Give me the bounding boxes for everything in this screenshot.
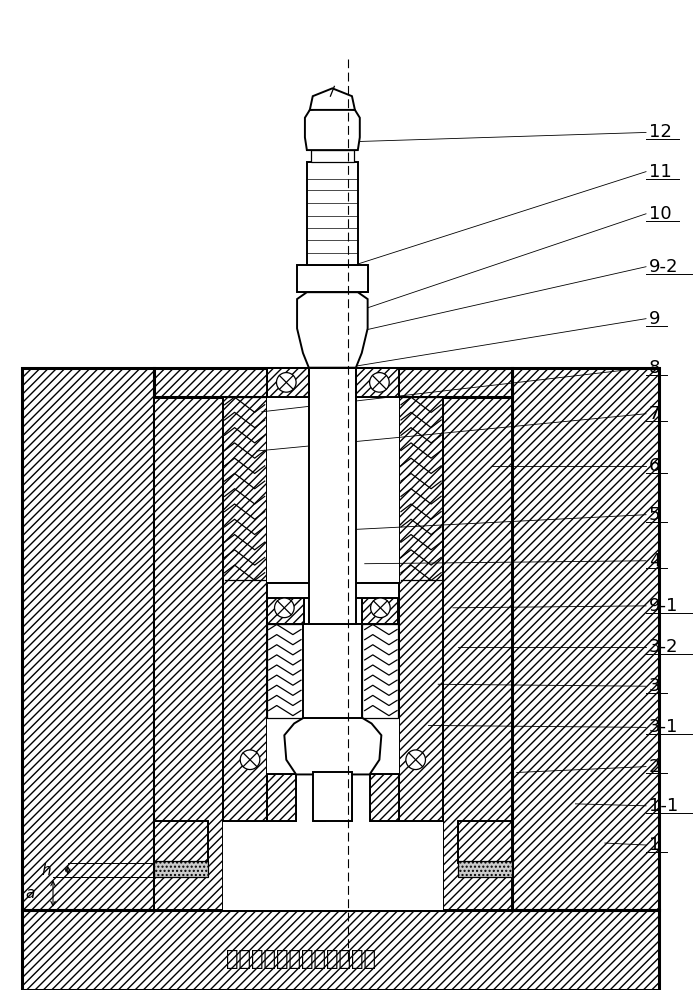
Text: 2: 2 (649, 758, 660, 776)
Bar (154, 397, 223, 910)
Bar (362, 624, 398, 718)
Bar (458, 821, 512, 863)
Bar (267, 583, 304, 624)
Text: 内阀芯密封面到达关闭位置: 内阀芯密封面到达关闭位置 (226, 949, 376, 969)
Bar (379, 624, 396, 718)
Bar (154, 821, 208, 863)
Text: 10: 10 (649, 205, 671, 223)
Bar (512, 368, 659, 910)
Bar (512, 368, 659, 910)
Circle shape (240, 750, 260, 770)
Bar (267, 583, 304, 598)
Text: 12: 12 (649, 123, 672, 141)
Bar (362, 583, 398, 624)
Text: 6: 6 (649, 457, 660, 475)
Bar (154, 368, 512, 397)
Bar (267, 583, 304, 624)
Bar (362, 583, 398, 624)
Text: h: h (41, 863, 51, 878)
Bar (22, 910, 659, 990)
Bar (267, 624, 284, 718)
Text: 1: 1 (649, 836, 660, 854)
Text: 3: 3 (649, 677, 660, 695)
Text: 3-2: 3-2 (649, 638, 678, 656)
Bar (309, 368, 356, 624)
Polygon shape (305, 106, 360, 150)
Bar (223, 397, 267, 821)
Bar (267, 368, 309, 397)
Bar (370, 774, 399, 821)
Bar (458, 821, 512, 863)
Text: 9-2: 9-2 (649, 258, 678, 276)
Bar (370, 774, 399, 821)
Text: a: a (26, 886, 35, 901)
Bar (356, 368, 399, 397)
Bar (399, 397, 443, 821)
Text: 4: 4 (649, 552, 660, 570)
Text: 11: 11 (649, 163, 672, 181)
Bar (22, 368, 154, 910)
Bar (22, 368, 154, 910)
Text: 9: 9 (649, 310, 660, 328)
Bar (346, 265, 368, 292)
Bar (154, 368, 512, 397)
Bar (223, 397, 267, 821)
Bar (267, 583, 399, 598)
Circle shape (274, 598, 294, 618)
Bar (362, 583, 398, 598)
Bar (154, 397, 223, 910)
Text: 7: 7 (649, 405, 660, 423)
Bar (267, 774, 296, 821)
Text: 1-1: 1-1 (649, 797, 678, 815)
Bar (311, 150, 354, 162)
Bar (313, 772, 325, 821)
Bar (223, 397, 443, 910)
Bar (399, 397, 443, 821)
Circle shape (370, 373, 389, 392)
Bar (443, 397, 512, 910)
Circle shape (406, 750, 426, 770)
Bar (22, 910, 659, 990)
Bar (443, 397, 512, 910)
Bar (267, 774, 296, 821)
Bar (297, 265, 368, 292)
Bar (154, 821, 208, 863)
Bar (307, 162, 358, 265)
Text: 9-1: 9-1 (649, 597, 678, 615)
Text: 8: 8 (649, 359, 660, 377)
Circle shape (370, 598, 390, 618)
Bar (313, 772, 352, 821)
Polygon shape (284, 718, 382, 774)
Polygon shape (297, 292, 368, 368)
Polygon shape (310, 88, 355, 110)
Text: 3-1: 3-1 (649, 718, 678, 736)
Bar (340, 772, 352, 821)
Bar (297, 265, 319, 292)
Bar (267, 397, 399, 821)
Bar (303, 624, 362, 718)
Circle shape (276, 373, 296, 392)
Bar (356, 368, 399, 397)
Bar (458, 861, 512, 877)
Bar (267, 368, 309, 397)
Text: 5: 5 (649, 506, 660, 524)
Bar (267, 624, 303, 718)
Bar (154, 368, 512, 910)
Bar (154, 861, 208, 877)
